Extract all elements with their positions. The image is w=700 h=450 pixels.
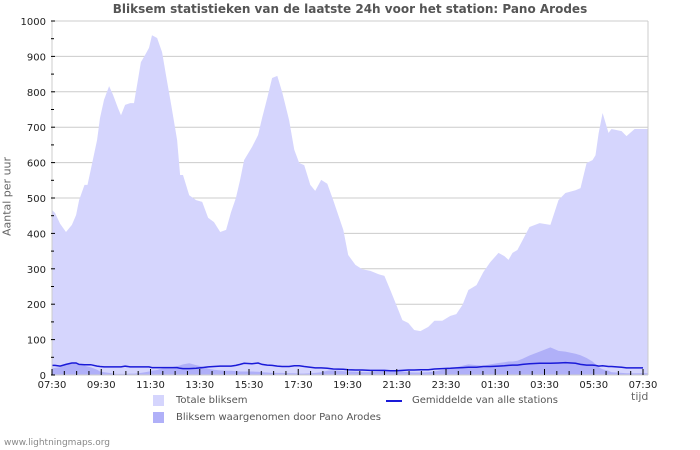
svg-text:500: 500 bbox=[27, 194, 46, 205]
footer-source[interactable]: www.lightningmaps.org bbox=[4, 438, 110, 448]
svg-text:1000: 1000 bbox=[21, 17, 46, 28]
legend-label-total: Totale bliksem bbox=[176, 395, 248, 406]
axes bbox=[51, 20, 649, 376]
line-average-all-stations bbox=[52, 361, 643, 372]
svg-text:03:30: 03:30 bbox=[530, 380, 559, 391]
y-axis-label: Aantal per uur bbox=[0, 156, 14, 237]
svg-text:900: 900 bbox=[27, 52, 46, 63]
svg-text:0: 0 bbox=[40, 371, 46, 382]
legend-swatch-total bbox=[153, 395, 164, 406]
svg-text:13:30: 13:30 bbox=[185, 380, 214, 391]
legend-line-average bbox=[386, 400, 402, 402]
svg-text:07:30: 07:30 bbox=[629, 380, 658, 391]
x-axis-label: tijd bbox=[631, 390, 649, 403]
svg-text:100: 100 bbox=[27, 336, 46, 347]
legend-swatch-station bbox=[153, 412, 164, 423]
y-axis-ticks: 0 100 200 300 400 500 600 700 800 900 1000 bbox=[21, 17, 55, 382]
svg-text:21:30: 21:30 bbox=[382, 380, 411, 391]
svg-text:800: 800 bbox=[27, 88, 46, 99]
legend-label-station: Bliksem waargenomen door Pano Arodes bbox=[176, 412, 382, 423]
svg-text:23:30: 23:30 bbox=[432, 380, 461, 391]
svg-text:05:30: 05:30 bbox=[579, 380, 608, 391]
chart-title: Bliksem statistieken van de laatste 24h … bbox=[112, 2, 588, 16]
svg-text:15:30: 15:30 bbox=[235, 380, 264, 391]
x-axis-ticks: 07:30 09:30 11:30 13:30 15:30 17:30 19:30 21:30… bbox=[38, 369, 658, 391]
legend-label-average: Gemiddelde van alle stations bbox=[412, 395, 558, 406]
svg-text:400: 400 bbox=[27, 229, 46, 240]
svg-text:09:30: 09:30 bbox=[87, 380, 116, 391]
svg-text:700: 700 bbox=[27, 123, 46, 134]
area-total-lightning bbox=[52, 35, 648, 375]
svg-text:01:30: 01:30 bbox=[481, 380, 510, 391]
svg-text:19:30: 19:30 bbox=[333, 380, 362, 391]
svg-text:300: 300 bbox=[27, 265, 46, 276]
svg-text:600: 600 bbox=[27, 159, 46, 170]
svg-text:07:30: 07:30 bbox=[38, 380, 67, 391]
svg-text:200: 200 bbox=[27, 300, 46, 311]
svg-text:17:30: 17:30 bbox=[284, 380, 313, 391]
svg-text:11:30: 11:30 bbox=[136, 380, 165, 391]
